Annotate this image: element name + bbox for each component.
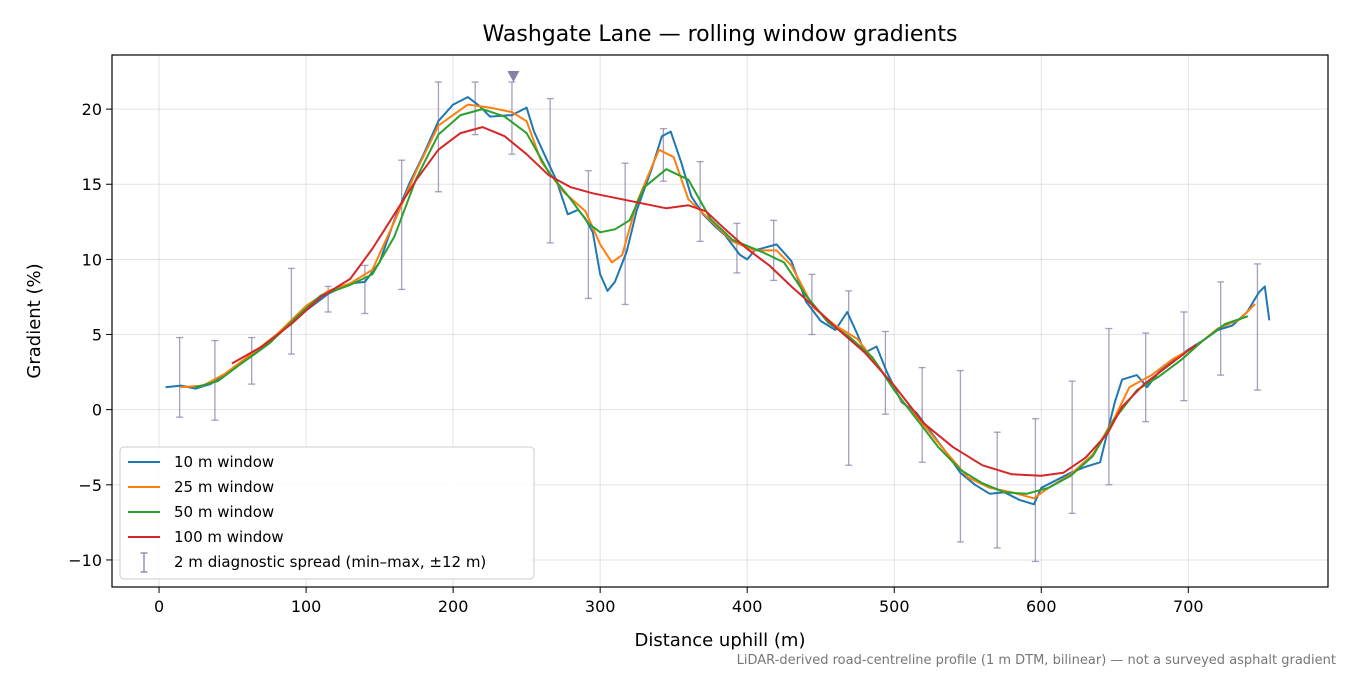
- series-line-100-m-window: [231, 126, 1197, 477]
- y-tick-label: −5: [78, 476, 102, 495]
- legend-swatch-errorbar: [140, 552, 148, 573]
- x-tick-label: 200: [438, 597, 469, 616]
- legend-label-errorbar: 2 m diagnostic spread (min–max, ±12 m): [174, 553, 486, 571]
- y-tick-label: 5: [92, 326, 102, 345]
- x-tick-label: 600: [1026, 597, 1057, 616]
- x-axis-label: Distance uphill (m): [635, 630, 806, 651]
- y-tick-label: 15: [82, 175, 102, 194]
- series-line-50-m-window: [194, 108, 1249, 495]
- legend-label-10m: 10 m window: [174, 453, 274, 471]
- y-tick-label: 0: [92, 401, 102, 420]
- y-axis-label: Gradient (%): [24, 263, 45, 378]
- y-tick-label: 10: [82, 250, 102, 269]
- legend: 10 m window 25 m window 50 m window 100 …: [119, 446, 535, 580]
- x-tick-label: 100: [291, 597, 322, 616]
- series-line-25-m-window: [180, 103, 1256, 500]
- legend-box: [119, 446, 535, 580]
- x-tick-label: 500: [879, 597, 910, 616]
- footnote: LiDAR-derived road-centreline profile (1…: [737, 653, 1336, 668]
- peak-marker: [507, 71, 520, 83]
- x-axis-ticks: 0 100 200 300 400 500 600 700: [154, 587, 1204, 616]
- x-tick-label: 700: [1173, 597, 1204, 616]
- legend-label-100m: 100 m window: [174, 528, 284, 546]
- y-tick-label: −10: [68, 551, 102, 570]
- x-tick-label: 400: [732, 597, 763, 616]
- marker-layer: [507, 71, 520, 83]
- series-layer: [165, 96, 1271, 506]
- legend-label-50m: 50 m window: [174, 503, 274, 521]
- chart-title: Washgate Lane — rolling window gradients: [483, 22, 958, 47]
- plot-frame: [111, 54, 1329, 588]
- y-axis-ticks: −10 −5 0 5 10 15 20: [68, 100, 112, 570]
- legend-label-25m: 25 m window: [174, 478, 274, 496]
- x-tick-label: 0: [154, 597, 164, 616]
- x-tick-label: 300: [585, 597, 616, 616]
- errorbar-layer: [176, 81, 1261, 563]
- y-tick-label: 20: [82, 100, 102, 119]
